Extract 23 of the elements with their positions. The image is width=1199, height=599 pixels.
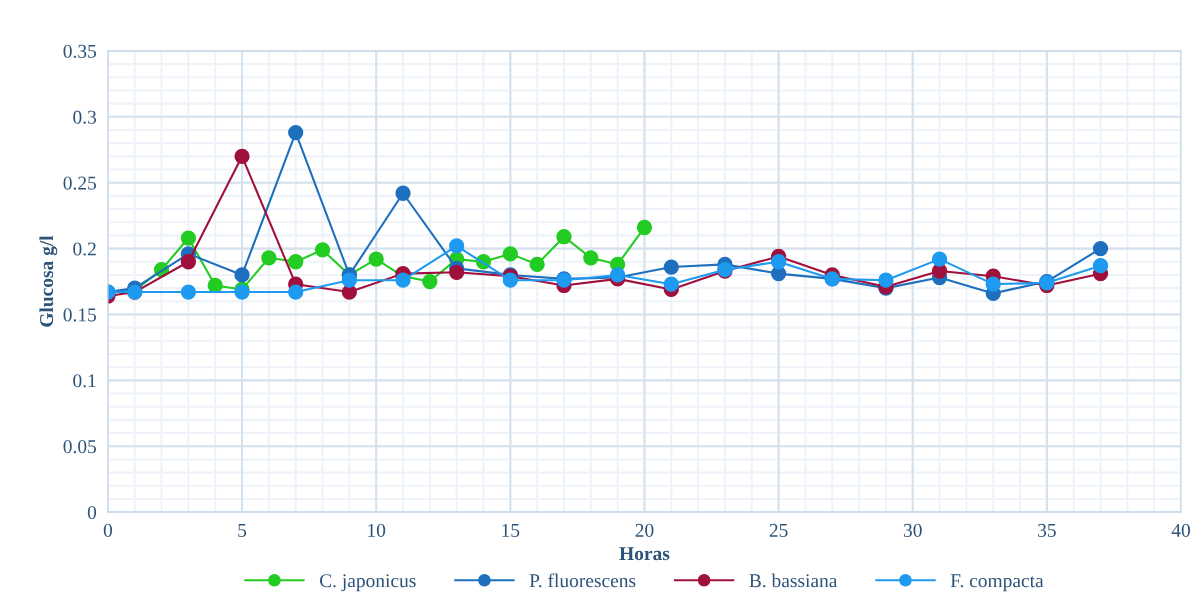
x-tick-label: 10 — [368, 523, 386, 537]
x-tick-label: 30 — [903, 523, 922, 537]
y-tick-label: 0.25 — [63, 176, 97, 190]
y-tick-label: 0.2 — [73, 242, 96, 256]
x-tick-label: 40 — [1171, 523, 1190, 537]
legend-label: F. compacta — [950, 574, 1044, 592]
y-tick-label: 0.05 — [63, 440, 97, 454]
x-tick-label: 20 — [635, 523, 654, 537]
x-axis-title: Horas — [619, 547, 670, 561]
legend-label: B. bassiana — [749, 573, 838, 588]
x-tick-label: 5 — [238, 524, 247, 537]
y-tick-label: 0 — [87, 505, 97, 520]
y-tick-label: 0.15 — [63, 308, 97, 322]
y-tick-label: 0.35 — [63, 44, 97, 58]
y-tick-label: 0.3 — [73, 110, 97, 124]
legend-label: P. fluorescens — [529, 573, 636, 588]
y-axis-title: Glucosa g/l — [39, 235, 58, 327]
x-tick-label: 25 — [769, 523, 788, 537]
x-tick-label: 0 — [103, 523, 113, 537]
legend-label: C. japonicus — [319, 574, 416, 592]
x-tick-label: 15 — [502, 523, 520, 537]
x-tick-label: 35 — [1038, 523, 1056, 537]
y-tick-label: 0.1 — [73, 374, 96, 388]
